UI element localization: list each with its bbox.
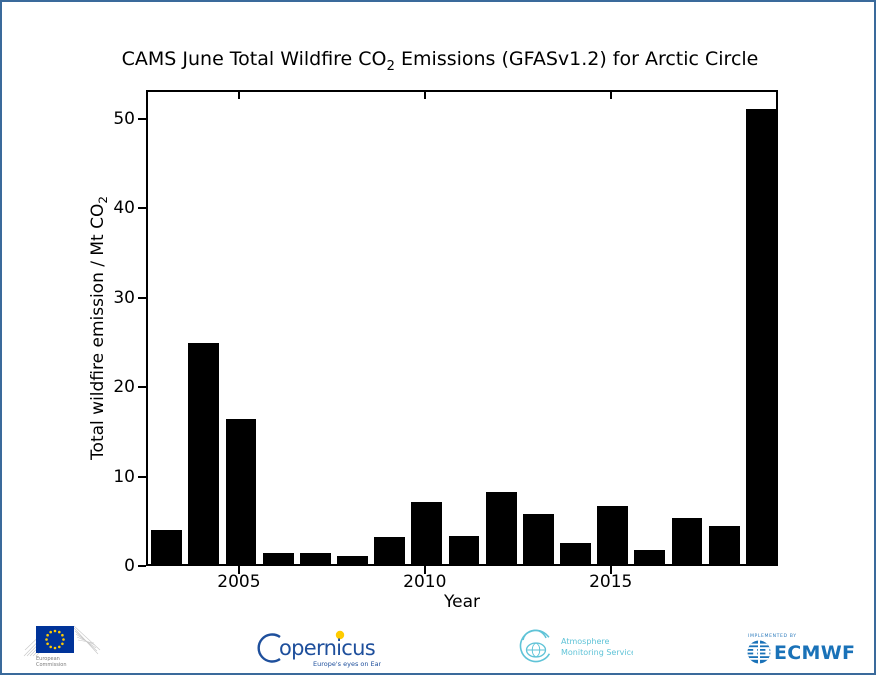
bar-2008	[337, 555, 368, 564]
y-tick-label-20: 20	[113, 377, 135, 398]
ams-globe-icon	[519, 629, 553, 663]
x-axis-label: Year	[444, 592, 480, 612]
x-tick-label-2010: 2010	[403, 572, 447, 592]
bar-2004	[188, 343, 220, 564]
bar-2010	[411, 502, 443, 564]
y-tick-label-30: 30	[113, 287, 135, 308]
bar-2017	[671, 518, 703, 564]
ecmwf-wordmark: ECMWF	[774, 642, 855, 664]
chart-title: CAMS June Total Wildfire CO2 Emissions (…	[62, 46, 818, 80]
eu-flag-stars-icon	[45, 629, 65, 650]
bar-2013	[522, 513, 554, 564]
bar-2016	[634, 549, 666, 564]
bar-2014	[560, 543, 591, 564]
y-tick-right-30	[769, 298, 776, 301]
ecmwf-logo: IMPLEMENTED BY ECMWF	[747, 633, 855, 664]
bar-2003	[151, 530, 182, 564]
x-tick-top-2010	[423, 92, 426, 99]
x-tick-top-2015	[609, 92, 612, 99]
y-tick-right-40	[769, 209, 776, 212]
atmosphere-monitoring-service-logo: Atmosphere Monitoring Service	[519, 629, 633, 663]
y-tick-label-10: 10	[113, 466, 135, 487]
y-tick-left-30	[138, 296, 146, 299]
y-tick-label-40: 40	[113, 198, 135, 219]
chart-title-subscript: 2	[386, 58, 395, 74]
bar-2011	[448, 536, 480, 564]
y-tick-left-40	[138, 207, 146, 210]
y-tick-label-50: 50	[113, 108, 135, 129]
ec-label-line2: Commission	[36, 662, 67, 668]
bar-2006	[262, 553, 294, 564]
bar-2012	[485, 492, 517, 564]
x-tick-bottom-2005	[237, 566, 240, 574]
y-tick-right-20	[769, 388, 776, 391]
y-tick-label-0: 0	[124, 556, 135, 576]
x-tick-top-2005	[237, 92, 240, 99]
ecmwf-emblem-icon	[747, 640, 771, 664]
copernicus-logo: opernicus Europe's eyes on Earth	[257, 630, 381, 668]
bar-2015	[597, 505, 629, 564]
y-tick-right-10	[769, 477, 776, 480]
copernicus-tagline: Europe's eyes on Earth	[313, 660, 381, 668]
plot-area	[146, 90, 778, 566]
y-axis-tick-labels: 0 10 20 30 40 50	[2, 90, 135, 576]
copernicus-sun-icon	[335, 630, 345, 640]
x-tick-label-2015: 2015	[589, 572, 633, 592]
ec-label-line1: European	[36, 656, 60, 662]
x-tick-bottom-2015	[609, 566, 612, 574]
x-tick-bottom-2010	[423, 566, 426, 574]
copernicus-c-icon	[257, 633, 281, 663]
bar-2005	[225, 419, 257, 564]
bar-2009	[374, 537, 406, 564]
x-axis-tick-labels: 2005 2010 2015	[146, 571, 778, 595]
ams-label-line2: Monitoring Service	[561, 648, 633, 657]
chart-title-text: CAMS June Total Wildfire CO	[121, 48, 387, 70]
x-tick-label-2005: 2005	[217, 572, 261, 592]
ecmwf-implemented-by: IMPLEMENTED BY	[748, 633, 797, 639]
chart-title-text-2: Emissions (GFASv1.2) for Arctic Circle	[394, 48, 759, 70]
y-tick-left-0	[138, 565, 146, 567]
bar-2007	[299, 553, 331, 564]
bar-2019	[745, 109, 777, 564]
y-tick-left-20	[138, 386, 146, 389]
ams-label-line1: Atmosphere	[561, 637, 610, 646]
y-tick-left-10	[138, 475, 146, 478]
bar-2018	[708, 526, 740, 564]
european-commission-logo: European Commission	[23, 625, 101, 668]
y-tick-right-50	[769, 119, 776, 122]
y-tick-left-50	[138, 117, 146, 120]
copernicus-wordmark: opernicus	[279, 636, 375, 660]
